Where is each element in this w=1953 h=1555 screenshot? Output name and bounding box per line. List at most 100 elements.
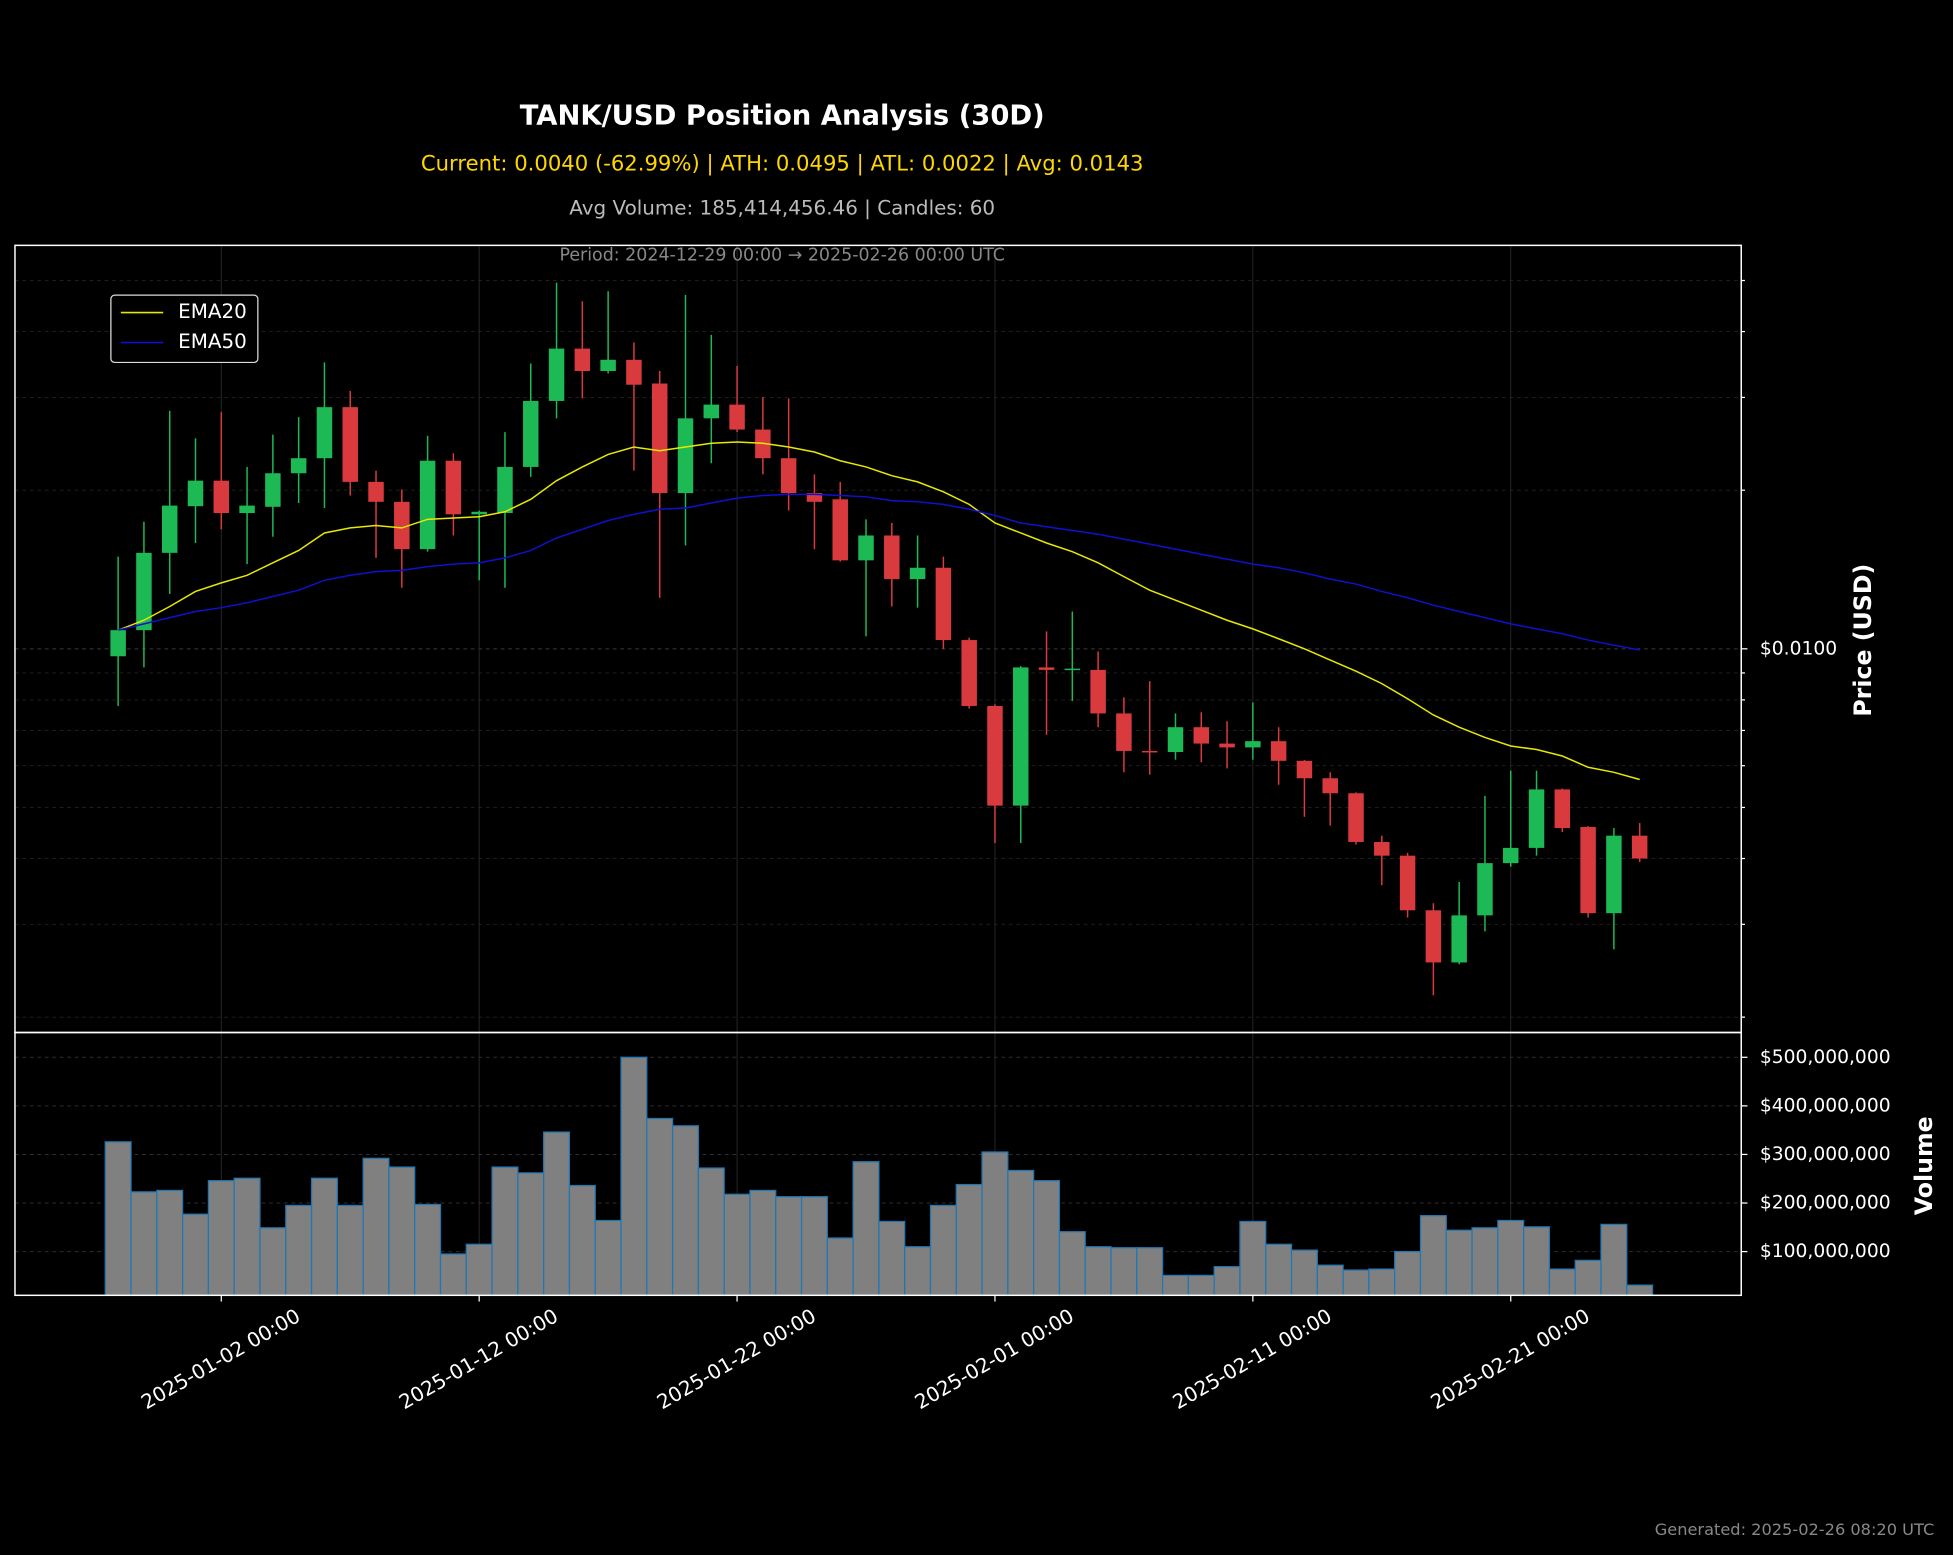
volume-bar bbox=[955, 1183, 983, 1296]
volume-bar bbox=[800, 1196, 828, 1296]
volume-tick-label: $300,000,000 bbox=[1760, 1144, 1891, 1165]
candle-body bbox=[419, 460, 436, 550]
volume-bar bbox=[543, 1131, 571, 1296]
volume-bar bbox=[826, 1237, 854, 1296]
period: Period: 2024-12-29 00:00 → 2025-02-26 00… bbox=[559, 245, 1004, 265]
volume-bar bbox=[156, 1189, 184, 1296]
candle-body bbox=[884, 535, 900, 580]
volume-bar bbox=[568, 1184, 596, 1296]
candle-body bbox=[1425, 910, 1442, 963]
y-tick-label: $0.0100 bbox=[1760, 638, 1837, 659]
volume-bar bbox=[1419, 1215, 1447, 1296]
legend: EMA20 EMA50 bbox=[110, 294, 259, 364]
volume-bar bbox=[1033, 1180, 1061, 1296]
volume-bar bbox=[491, 1166, 519, 1296]
legend-label: EMA20 bbox=[178, 300, 247, 323]
candle-body bbox=[1064, 668, 1081, 671]
candle-body bbox=[1374, 841, 1390, 856]
candle-body bbox=[987, 705, 1003, 806]
candle-body bbox=[1451, 915, 1467, 963]
candle-body bbox=[445, 460, 462, 515]
volume-bar bbox=[1161, 1274, 1190, 1296]
volume-bar bbox=[104, 1141, 132, 1296]
volume-bar bbox=[1058, 1231, 1086, 1296]
candle-body bbox=[213, 480, 230, 514]
candle-body bbox=[961, 640, 977, 706]
candle-body bbox=[316, 407, 333, 459]
candle-body bbox=[1322, 778, 1338, 794]
marks bbox=[104, 282, 1654, 1296]
volume-bar bbox=[336, 1204, 364, 1296]
candle-body bbox=[703, 404, 720, 419]
volume-bar bbox=[1110, 1247, 1138, 1296]
volume-bar bbox=[285, 1204, 313, 1296]
ema-line bbox=[117, 493, 1640, 651]
candle-body bbox=[497, 466, 513, 514]
footnote: Generated: 2025-02-26 08:20 UTC bbox=[1655, 1520, 1935, 1539]
volume-bar bbox=[259, 1227, 287, 1296]
candle-body bbox=[342, 407, 358, 482]
volume-bar bbox=[310, 1177, 338, 1296]
volume-bar bbox=[749, 1189, 777, 1296]
candle-body bbox=[1245, 741, 1261, 748]
candle-body bbox=[1348, 793, 1364, 842]
candle-body bbox=[651, 383, 668, 494]
candle-body bbox=[1013, 667, 1029, 806]
volume-bar bbox=[1548, 1268, 1576, 1296]
candle-body bbox=[265, 473, 281, 507]
volume-bar bbox=[929, 1204, 957, 1296]
candle-body bbox=[1090, 669, 1106, 714]
candle-body bbox=[136, 552, 152, 631]
volume-bar bbox=[723, 1193, 751, 1296]
candle-body bbox=[600, 359, 616, 371]
volume-bar bbox=[671, 1125, 700, 1296]
candle-body bbox=[1270, 741, 1287, 761]
volume-tick-label: $100,000,000 bbox=[1760, 1241, 1891, 1262]
candle-body bbox=[1296, 760, 1313, 779]
candle-body bbox=[239, 505, 255, 514]
volume-bar bbox=[1084, 1246, 1112, 1296]
y-axis-label: Price (USD) bbox=[1849, 564, 1877, 717]
volume-bar bbox=[878, 1220, 906, 1296]
candle-body bbox=[574, 348, 591, 371]
volume-bar bbox=[852, 1161, 880, 1296]
volume-bar bbox=[233, 1177, 261, 1296]
candle-body bbox=[187, 480, 204, 507]
volume-bar bbox=[1136, 1247, 1164, 1296]
volume-bar bbox=[207, 1180, 235, 1296]
volume-bar bbox=[981, 1151, 1009, 1296]
candle-body bbox=[806, 493, 823, 502]
candle-body bbox=[1631, 835, 1648, 859]
volume-bar bbox=[775, 1196, 803, 1296]
candle-body bbox=[1193, 727, 1210, 744]
candle-body bbox=[1606, 835, 1622, 914]
candle-body bbox=[832, 499, 848, 561]
volume-bar bbox=[1368, 1268, 1396, 1296]
candle-body bbox=[1219, 743, 1235, 748]
candle-body bbox=[1116, 713, 1132, 751]
volume-axis-label: Volume bbox=[1910, 1116, 1938, 1215]
candle-body bbox=[626, 359, 642, 385]
volume-bar bbox=[388, 1166, 416, 1296]
volume-bar bbox=[697, 1167, 725, 1296]
volume-bar bbox=[1265, 1243, 1293, 1296]
volume-bar bbox=[1213, 1266, 1241, 1296]
candle-body bbox=[1477, 863, 1493, 916]
candle-body bbox=[1141, 750, 1158, 753]
volume-tick-label: $500,000,000 bbox=[1760, 1047, 1891, 1068]
candle-body bbox=[909, 567, 926, 580]
candle-body bbox=[1554, 789, 1571, 829]
legend-label: EMA50 bbox=[178, 330, 247, 353]
volume-bar bbox=[904, 1246, 932, 1296]
volume-bar bbox=[1187, 1274, 1215, 1296]
volume-bar bbox=[1497, 1219, 1525, 1296]
volume-bar bbox=[1626, 1284, 1654, 1296]
stats: Avg Volume: 185,414,456.46 | Candles: 60 bbox=[569, 197, 995, 220]
volume-bar bbox=[1239, 1220, 1267, 1296]
candle-body bbox=[1038, 667, 1055, 670]
volume-bar bbox=[517, 1172, 545, 1296]
volume-bar bbox=[1600, 1223, 1628, 1296]
volume-bar bbox=[362, 1157, 390, 1296]
candle-body bbox=[110, 630, 126, 657]
